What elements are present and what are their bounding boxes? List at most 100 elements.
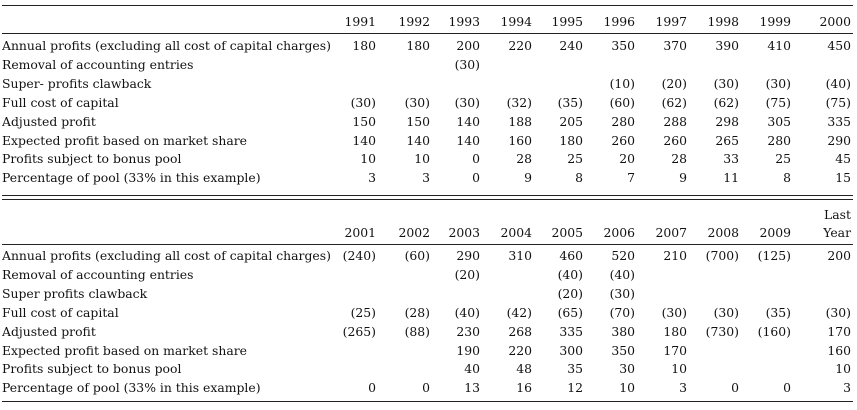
year-header: Last Year	[793, 205, 853, 242]
value-cell: 370	[663, 38, 687, 53]
row-label: Super- profits clawback	[2, 75, 152, 91]
value-cell: 260	[663, 132, 687, 148]
value-cell: 200	[827, 248, 851, 263]
value-cell: 35	[567, 361, 583, 377]
year-header: 2006	[603, 225, 635, 240]
value-cell: 48	[516, 361, 532, 377]
value-cell: 140	[456, 113, 480, 129]
table2-header-rule	[2, 244, 853, 245]
table-row: Annual profits (excluding all cost of ca…	[2, 37, 853, 56]
value-cell: (730)	[705, 323, 739, 339]
value-cell: 10	[360, 151, 376, 167]
value-cell	[332, 342, 378, 361]
profit-table-2001-last-year: 2001 2002 2003 2004 2005 2006 2007 2008 …	[2, 205, 853, 398]
value-cell: 140	[406, 132, 430, 148]
value-cell: 45	[835, 151, 851, 167]
value-cell: 16	[516, 380, 532, 396]
value-cell: 170	[663, 342, 687, 358]
value-cell: 15	[835, 170, 851, 186]
value-cell: 460	[559, 248, 583, 263]
value-cell: 3	[843, 380, 851, 396]
value-cell: 230	[456, 323, 480, 339]
value-cell	[482, 285, 534, 304]
value-cell	[378, 285, 432, 304]
value-cell: 350	[611, 38, 635, 53]
value-cell: 380	[611, 323, 635, 339]
value-cell: 10	[414, 151, 430, 167]
year-header: 1994	[500, 14, 532, 30]
year-header: 1998	[707, 14, 739, 30]
value-cell: (10)	[609, 75, 635, 91]
row-label: Profits subject to bonus pool	[2, 151, 182, 167]
value-cell	[332, 75, 378, 94]
table-row: Profits subject to bonus pool 10 10 0 28 25 20…	[2, 150, 853, 169]
value-cell: 335	[559, 323, 583, 339]
table2-bottom-rule	[2, 401, 853, 402]
row-label: Removal of accounting entries	[2, 56, 194, 72]
year-header: 2001	[344, 225, 376, 240]
year-header: 2008	[707, 225, 739, 240]
row-label: Percentage of pool (33% in this example)	[2, 170, 261, 186]
year-header: 1995	[551, 14, 583, 30]
value-cell: (32)	[506, 94, 532, 110]
value-cell: (60)	[404, 248, 430, 263]
value-cell	[378, 75, 432, 94]
value-cell: 268	[508, 323, 532, 339]
row-label: Adjusted profit	[2, 113, 96, 129]
value-cell: 280	[767, 132, 791, 148]
value-cell: 390	[715, 38, 739, 53]
table1-body: Annual profits (excluding all cost of ca…	[2, 37, 853, 188]
value-cell	[432, 285, 482, 304]
value-cell: 180	[559, 132, 583, 148]
value-cell: (35)	[557, 94, 583, 110]
value-cell: 10	[619, 380, 635, 396]
value-cell: 25	[567, 151, 583, 167]
value-cell: 180	[352, 38, 376, 53]
value-cell	[741, 56, 793, 75]
value-cell: (60)	[609, 94, 635, 110]
value-cell: 265	[715, 132, 739, 148]
table-row: Removal of accounting entries (20) (40) (40…	[2, 266, 853, 285]
year-header: 2003	[448, 225, 480, 240]
value-cell: (88)	[404, 323, 430, 339]
value-cell	[689, 342, 741, 361]
year-header: 2002	[398, 225, 430, 240]
table-row: Adjusted profit 150 150 140 188 205 280 288 298 3…	[2, 113, 853, 132]
table-row: Removal of accounting entries (30)	[2, 56, 853, 75]
value-cell: 298	[715, 113, 739, 129]
value-cell	[793, 285, 853, 304]
row-label: Super profits clawback	[2, 285, 148, 301]
value-cell: 0	[472, 170, 480, 186]
value-cell: (40)	[454, 304, 480, 320]
value-cell: (42)	[506, 304, 532, 320]
value-cell	[378, 360, 432, 379]
header-label-cell	[2, 205, 332, 242]
value-cell	[741, 360, 793, 379]
year-header: 1993	[448, 14, 480, 30]
profit-table-1991-2000: 1991 1992 1993 1994 1995 1996 1997 1998 …	[2, 9, 853, 188]
value-cell	[482, 75, 534, 94]
value-cell: 450	[827, 38, 851, 53]
year-header: 2004	[500, 225, 532, 240]
value-cell: 205	[559, 113, 583, 129]
value-cell: (30)	[404, 94, 430, 110]
value-cell: 10	[671, 361, 687, 377]
year-header: 1997	[655, 14, 687, 30]
value-cell: 25	[775, 151, 791, 167]
value-cell: (265)	[342, 323, 376, 339]
value-cell	[534, 75, 585, 94]
value-cell: 170	[827, 323, 851, 339]
value-cell: 290	[827, 132, 851, 148]
value-cell: (35)	[765, 304, 791, 320]
value-cell: 13	[464, 380, 480, 396]
row-label: Adjusted profit	[2, 323, 96, 339]
row-label: Expected profit based on market share	[2, 132, 247, 148]
value-cell: (30)	[609, 285, 635, 301]
value-cell: (20)	[661, 75, 687, 91]
row-label: Annual profits (excluding all cost of ca…	[2, 248, 331, 263]
value-cell	[689, 360, 741, 379]
value-cell: 180	[663, 323, 687, 339]
value-cell	[482, 56, 534, 75]
row-label: Full cost of capital	[2, 304, 119, 320]
